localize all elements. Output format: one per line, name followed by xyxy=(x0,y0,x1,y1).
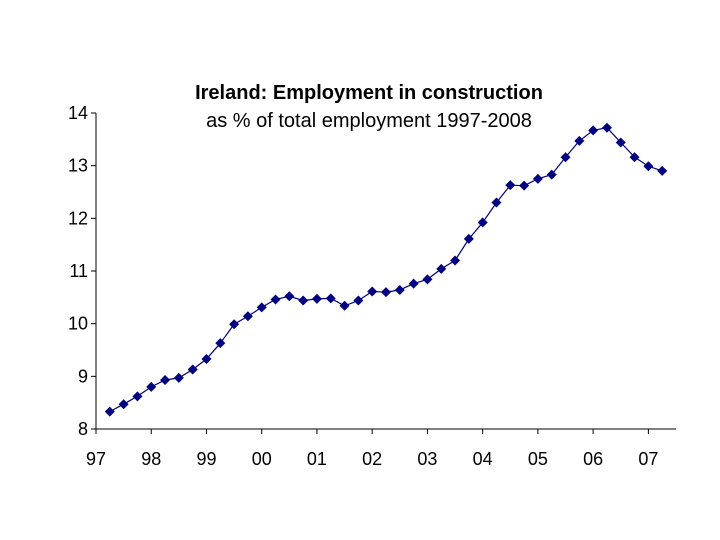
x-tick-label: 07 xyxy=(638,449,658,469)
data-point xyxy=(422,274,433,285)
data-point xyxy=(629,152,640,163)
data-point xyxy=(242,311,253,322)
y-tick-label: 9 xyxy=(78,366,88,386)
data-point xyxy=(187,364,198,375)
data-point xyxy=(505,180,516,191)
x-tick-label: 06 xyxy=(583,449,603,469)
data-point xyxy=(408,278,419,289)
data-point xyxy=(160,375,171,386)
x-tick-label: 04 xyxy=(473,449,493,469)
data-point xyxy=(463,233,474,244)
y-tick-label: 13 xyxy=(68,156,88,176)
data-point xyxy=(325,293,336,304)
x-tick-label: 97 xyxy=(86,449,106,469)
data-point xyxy=(270,294,281,305)
chart-subtitle: as % of total employment 1997-2008 xyxy=(206,110,532,132)
data-point xyxy=(229,319,240,330)
x-axis-ticks: 97 98 99 00 01 02 03 04 05 06 07 xyxy=(86,429,658,469)
data-point xyxy=(588,125,599,136)
x-tick-label: 05 xyxy=(528,449,548,469)
x-tick-label: 03 xyxy=(417,449,437,469)
data-point xyxy=(339,300,350,311)
x-tick-label: 02 xyxy=(362,449,382,469)
data-point xyxy=(546,169,557,180)
x-tick-label: 99 xyxy=(196,449,216,469)
series-markers xyxy=(104,122,668,417)
data-point xyxy=(450,255,461,266)
data-point xyxy=(146,381,157,392)
data-point xyxy=(394,284,405,295)
data-point xyxy=(519,180,530,191)
data-point xyxy=(477,217,488,228)
x-tick-label: 01 xyxy=(307,449,327,469)
chart-title: Ireland: Employment in construction xyxy=(195,82,543,104)
y-tick-label: 10 xyxy=(68,314,88,334)
data-point xyxy=(118,399,129,410)
data-point xyxy=(491,197,502,208)
data-point xyxy=(256,302,267,313)
data-point xyxy=(353,295,364,306)
data-point xyxy=(657,165,668,176)
data-point xyxy=(574,135,585,146)
data-point xyxy=(132,391,143,402)
data-point xyxy=(173,372,184,383)
y-tick-label: 12 xyxy=(68,208,88,228)
y-tick-label: 14 xyxy=(68,103,88,123)
data-point xyxy=(215,338,226,349)
data-point xyxy=(381,287,391,298)
y-axis-ticks: 8 9 10 11 12 13 14 xyxy=(68,103,96,439)
data-point xyxy=(311,293,322,304)
data-point xyxy=(643,161,654,172)
x-tick-label: 00 xyxy=(252,449,272,469)
data-point xyxy=(367,286,378,297)
y-tick-label: 11 xyxy=(69,261,88,281)
data-point xyxy=(284,291,295,302)
x-tick-label: 98 xyxy=(141,449,161,469)
data-point xyxy=(104,406,115,417)
data-point xyxy=(532,173,543,184)
data-point xyxy=(615,137,626,148)
y-tick-label: 8 xyxy=(78,419,88,439)
data-point xyxy=(201,353,212,364)
data-point xyxy=(601,122,612,133)
data-point xyxy=(560,152,571,163)
data-point xyxy=(436,263,447,274)
data-point xyxy=(298,295,309,306)
